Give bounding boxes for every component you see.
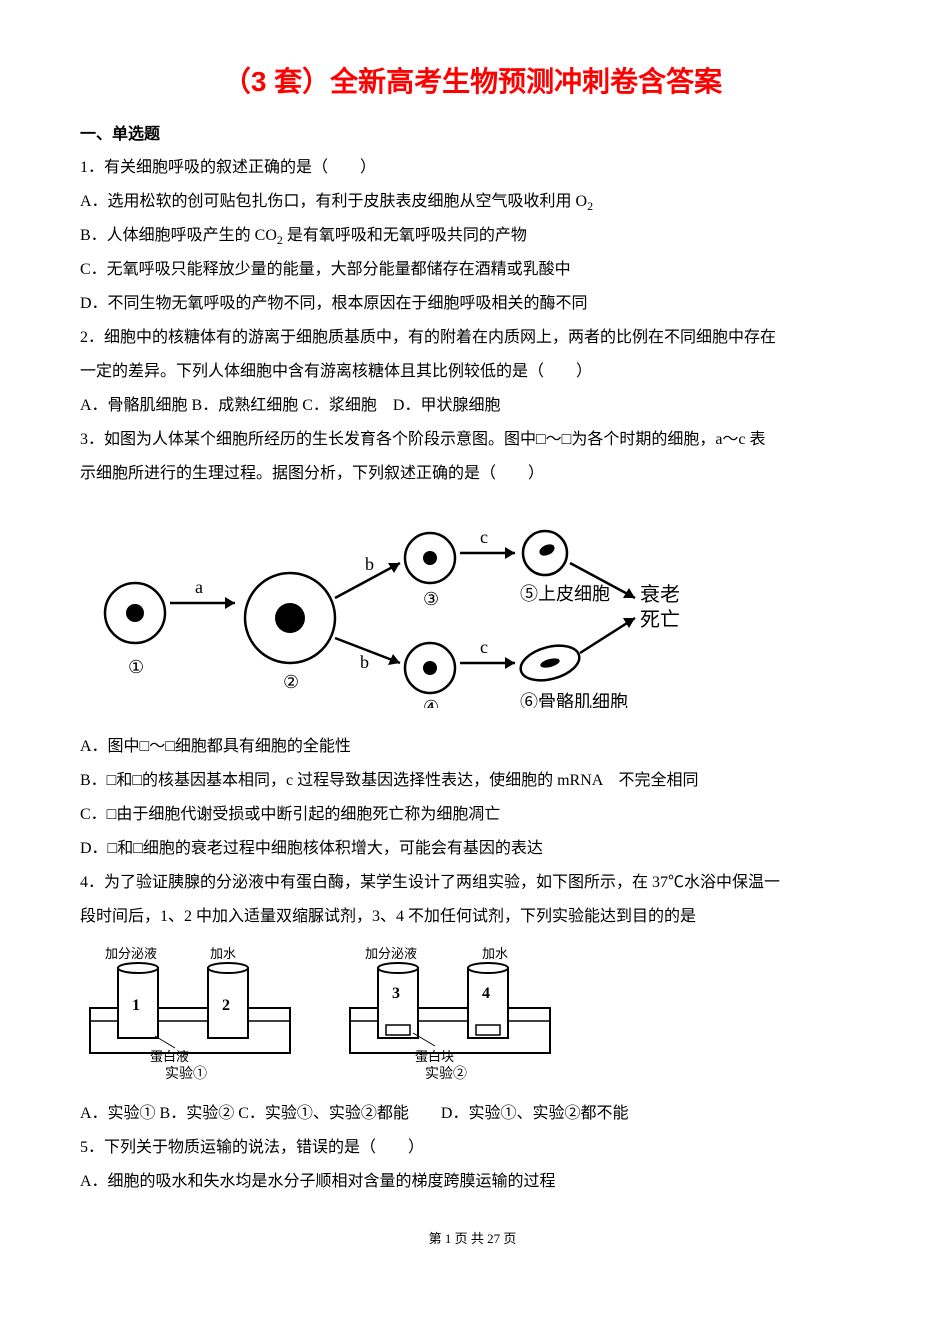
d2-tube-2: 2	[222, 997, 230, 1014]
q3-option-b: B．□和□的核基因基本相同，c 过程导致基因选择性表达，使细胞的 mRNA 不完…	[80, 765, 865, 797]
d1-label-3: ③	[423, 589, 439, 609]
page-footer: 第 1 页 共 27 页	[80, 1228, 865, 1247]
q5-option-a: A．细胞的吸水和失水均是水分子顺相对含量的梯度跨膜运输的过程	[80, 1166, 865, 1198]
page-container: （3 套）全新高考生物预测冲刺卷含答案 一、单选题 1．有关细胞呼吸的叙述正确的…	[0, 0, 945, 1287]
d1-label-b1: b	[365, 554, 374, 574]
d1-label-c2: c	[480, 637, 488, 657]
d2-label-water2: 加水	[482, 946, 508, 961]
d1-label-aging: 衰老	[640, 583, 680, 606]
d2-label-sec2: 加分泌液	[365, 946, 417, 961]
q4-options: A．实验① B．实验② C．实验①、实验②都能 D．实验①、实验②都不能	[80, 1098, 865, 1130]
d2-protein-liq: 蛋白液	[150, 1049, 189, 1064]
q1-b-pre: B．人体细胞呼吸产生的 CO	[80, 227, 277, 244]
d2-exp2: 实验②	[425, 1066, 467, 1082]
q2-options: A．骨骼肌细胞 B．成熟红细胞 C．浆细胞 D．甲状腺细胞	[80, 390, 865, 422]
d2-exp1: 实验①	[165, 1066, 207, 1082]
d2-protein-blk: 蛋白块	[415, 1049, 454, 1064]
d2-tube-4: 4	[482, 985, 490, 1002]
diagram-cell-stages: ① a ② b b ③ ④ c	[80, 508, 865, 713]
q1-option-d: D．不同生物无氧呼吸的产物不同，根本原因在于细胞呼吸相关的酶不同	[80, 288, 865, 320]
d1-label-4: ④	[423, 697, 439, 708]
d2-tube-1: 1	[132, 997, 140, 1014]
d1-label-5: ⑤上皮细胞	[520, 584, 610, 604]
d1-label-death: 死亡	[640, 608, 680, 631]
d2-tube-3: 3	[392, 985, 400, 1002]
d1-label-1: ①	[128, 657, 144, 677]
q1-stem: 1．有关细胞呼吸的叙述正确的是（ ）	[80, 152, 865, 184]
diagram-experiments: 加分泌液 加水 1 2 蛋白液 实验① 加分泌液 加水	[80, 943, 865, 1088]
q3-stem-2: 示细胞所进行的生理过程。据图分析，下列叙述正确的是（ ）	[80, 458, 865, 490]
document-title: （3 套）全新高考生物预测冲刺卷含答案	[80, 60, 865, 100]
q1-option-c: C．无氧呼吸只能释放少量的能量，大部分能量都储存在酒精或乳酸中	[80, 254, 865, 286]
q1-a-sub: 2	[587, 199, 593, 213]
d1-label-c1: c	[480, 527, 488, 547]
q1-option-b: B．人体细胞呼吸产生的 CO2 是有氧呼吸和无氧呼吸共同的产物	[80, 220, 865, 252]
section-heading: 一、单选题	[80, 120, 865, 144]
q3-option-c: C．□由于细胞代谢受损或中断引起的细胞死亡称为细胞凋亡	[80, 799, 865, 831]
d1-label-6: ⑥骨骼肌细胞	[520, 692, 628, 708]
d2-label-sec1: 加分泌液	[105, 946, 157, 961]
d1-label-b2: b	[360, 652, 369, 672]
q3-option-a: A．图中□〜□细胞都具有细胞的全能性	[80, 731, 865, 763]
q1-a-text: A．选用松软的创可贴包扎伤口，有利于皮肤表皮细胞从空气吸收利用 O	[80, 193, 587, 210]
q4-stem-2: 段时间后，1、2 中加入适量双缩脲试剂，3、4 不加任何试剂，下列实验能达到目的…	[80, 901, 865, 933]
q2-stem-2: 一定的差异。下列人体细胞中含有游离核糖体且其比例较低的是（ ）	[80, 356, 865, 388]
q3-option-d: D．□和□细胞的衰老过程中细胞核体积增大，可能会有基因的表达	[80, 833, 865, 865]
d1-label-a: a	[195, 577, 203, 597]
q4-stem-1: 4．为了验证胰腺的分泌液中有蛋白酶，某学生设计了两组实验，如下图所示，在 37℃…	[80, 867, 865, 899]
d1-label-2: ②	[283, 672, 299, 692]
q1-b-post: 是有氧呼吸和无氧呼吸共同的产物	[283, 227, 527, 244]
q5-stem: 5．下列关于物质运输的说法，错误的是（ ）	[80, 1132, 865, 1164]
q1-option-a: A．选用松软的创可贴包扎伤口，有利于皮肤表皮细胞从空气吸收利用 O2	[80, 186, 865, 218]
d2-label-water1: 加水	[210, 946, 236, 961]
q2-stem-1: 2．细胞中的核糖体有的游离于细胞质基质中，有的附着在内质网上，两者的比例在不同细…	[80, 322, 865, 354]
q3-stem-1: 3．如图为人体某个细胞所经历的生长发育各个阶段示意图。图中□〜□为各个时期的细胞…	[80, 424, 865, 456]
